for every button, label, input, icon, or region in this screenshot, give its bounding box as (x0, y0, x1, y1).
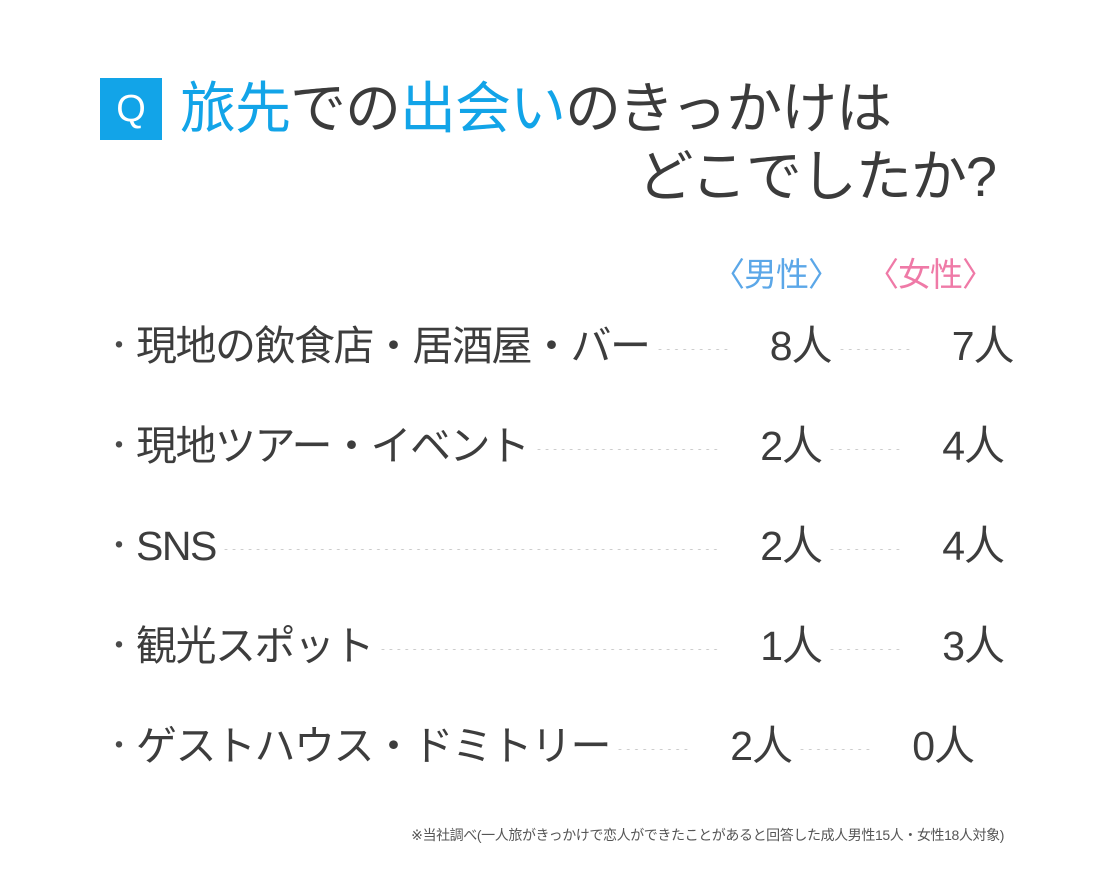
leader-dots-male (381, 649, 718, 650)
title-line-1: Q 旅先での出会いのきっかけは (100, 78, 1010, 140)
question-badge: Q (100, 78, 162, 140)
title-highlight-1: 旅先 (180, 76, 291, 140)
row-value-male: 1人 (760, 623, 823, 669)
leader-dots-female (800, 749, 870, 750)
row-label: 観光スポット (136, 623, 375, 669)
table-row: ・ SNS 2人 4人 (104, 512, 1005, 612)
table-row: ・ ゲストハウス・ドミトリー 2人 0人 (104, 712, 1004, 812)
row-label: SNS (136, 523, 217, 569)
title-highlight-2: 出会い (400, 76, 566, 140)
row-value-female: 4人 (942, 523, 1005, 569)
data-rows: ・ 現地の飲食店・居酒屋・バー 8人 7人 ・ 現地ツアー・イベント 2人 4人… (104, 312, 1015, 812)
row-value-female: 0人 (912, 723, 975, 769)
row-label: 現地の飲食店・居酒屋・バー (136, 323, 651, 369)
page-title: 旅先での出会いのきっかけは (180, 76, 892, 140)
row-value-male: 2人 (760, 523, 823, 569)
leader-dots-male (657, 349, 728, 350)
title-block: Q 旅先での出会いのきっかけは どこでしたか? (100, 78, 1010, 208)
row-bullet-icon: ・ (104, 730, 134, 763)
row-value-female: 3人 (942, 623, 1005, 669)
table-row: ・ 現地の飲食店・居酒屋・バー 8人 7人 (104, 312, 1015, 412)
legend-item-female: 〈女性〉 (866, 256, 995, 293)
leader-dots-female (839, 349, 910, 350)
row-label: 現地ツアー・イベント (136, 423, 530, 469)
row-value-female: 4人 (942, 423, 1005, 469)
leader-dots-male (536, 449, 718, 450)
footnote: ※当社調べ(一人旅がきっかけで恋人ができたことがあると回答した成人男性15人・女… (411, 827, 1004, 843)
leader-dots-male (618, 749, 688, 750)
legend: 〈男性〉 〈女性〉 (696, 258, 1004, 291)
row-value-male: 8人 (769, 323, 833, 369)
leader-dots-female (830, 649, 900, 650)
row-bullet-icon: ・ (104, 530, 134, 563)
row-bullet-icon: ・ (104, 330, 134, 363)
row-bullet-icon: ・ (104, 430, 134, 463)
row-value-male: 2人 (760, 423, 823, 469)
row-label: ゲストハウス・ドミトリー (136, 723, 612, 769)
leader-dots-male (223, 549, 718, 550)
title-plain-1: での (290, 76, 401, 140)
title-line-2: どこでしたか? (637, 145, 997, 208)
row-value-female: 7人 (951, 323, 1015, 369)
table-row: ・ 現地ツアー・イベント 2人 4人 (104, 412, 1005, 512)
legend-item-male: 〈男性〉 (712, 256, 841, 293)
title-plain-2: のきっかけは (565, 76, 892, 140)
table-row: ・ 観光スポット 1人 3人 (104, 612, 1005, 712)
row-value-male: 2人 (730, 723, 793, 769)
row-bullet-icon: ・ (104, 630, 134, 663)
leader-dots-female (830, 449, 900, 450)
leader-dots-female (830, 549, 900, 550)
